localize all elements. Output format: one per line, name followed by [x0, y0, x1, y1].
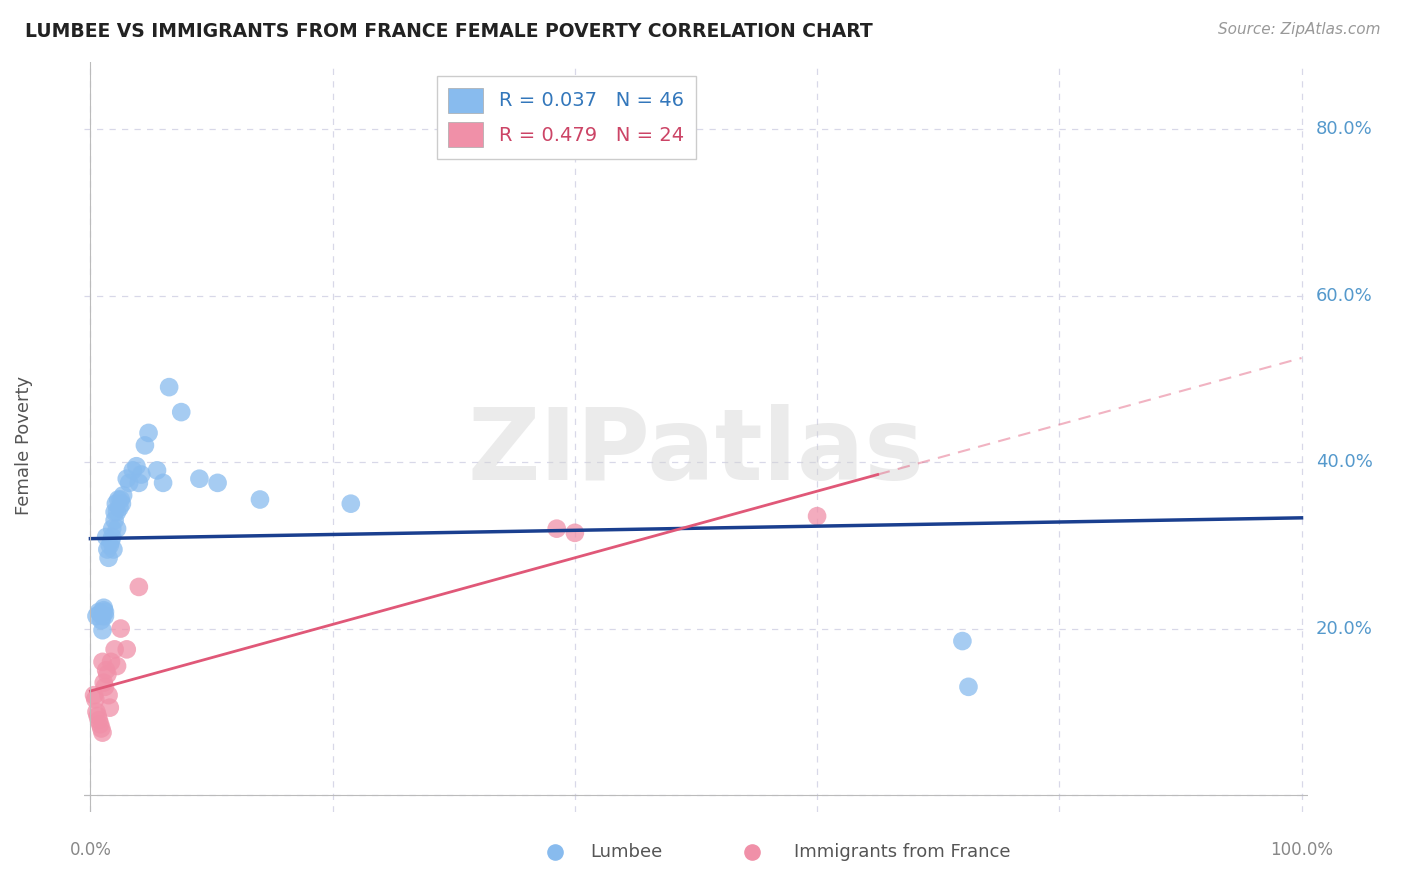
Point — [91, 725, 114, 739]
Point — [741, 845, 763, 859]
Point — [94, 605, 117, 619]
Point — [125, 459, 148, 474]
Point — [115, 642, 138, 657]
Point — [104, 513, 127, 527]
Text: Source: ZipAtlas.com: Source: ZipAtlas.com — [1218, 22, 1381, 37]
Point — [91, 655, 114, 669]
Point — [104, 505, 127, 519]
Point — [86, 709, 108, 723]
Point — [138, 425, 160, 440]
Point — [107, 492, 129, 507]
Point — [146, 463, 169, 477]
Point — [94, 609, 117, 624]
Text: 0.0%: 0.0% — [69, 841, 111, 859]
Point — [128, 475, 150, 490]
Point — [152, 475, 174, 490]
Point — [207, 475, 229, 490]
Text: Immigrants from France: Immigrants from France — [794, 843, 1011, 861]
Text: 80.0%: 80.0% — [1316, 120, 1372, 138]
Point — [121, 463, 143, 477]
Point — [91, 624, 114, 638]
Point — [86, 705, 108, 719]
Point — [157, 380, 180, 394]
Point — [101, 522, 124, 536]
Point — [188, 472, 211, 486]
Point — [91, 609, 114, 624]
Point — [93, 603, 115, 617]
Text: Lumbee: Lumbee — [591, 843, 662, 861]
Point — [105, 659, 128, 673]
Point — [93, 675, 115, 690]
Text: 60.0%: 60.0% — [1316, 286, 1372, 304]
Point — [108, 500, 131, 515]
Point — [115, 472, 138, 486]
Point — [101, 530, 124, 544]
Point — [340, 497, 363, 511]
Point — [564, 525, 586, 540]
Point — [87, 605, 110, 619]
Point — [100, 655, 122, 669]
Point — [96, 542, 118, 557]
Point — [83, 688, 105, 702]
Point — [97, 550, 120, 565]
Point — [249, 492, 271, 507]
Point — [90, 613, 112, 627]
Text: Female Poverty: Female Poverty — [15, 376, 32, 515]
Point — [105, 505, 128, 519]
Point — [544, 845, 567, 859]
Point — [84, 692, 107, 706]
Text: 100.0%: 100.0% — [1270, 841, 1333, 859]
Text: 40.0%: 40.0% — [1316, 453, 1372, 471]
Point — [89, 607, 111, 621]
Point — [96, 663, 118, 677]
Point — [104, 642, 127, 657]
Point — [546, 522, 568, 536]
Point — [112, 488, 135, 502]
Text: 20.0%: 20.0% — [1316, 620, 1372, 638]
Point — [129, 467, 152, 482]
Point — [89, 717, 111, 731]
Point — [128, 580, 150, 594]
Point — [110, 492, 132, 507]
Point — [96, 530, 118, 544]
Point — [90, 722, 112, 736]
Point — [100, 534, 122, 549]
Point — [86, 609, 108, 624]
Point — [806, 509, 828, 524]
Point — [118, 475, 141, 490]
Text: LUMBEE VS IMMIGRANTS FROM FRANCE FEMALE POVERTY CORRELATION CHART: LUMBEE VS IMMIGRANTS FROM FRANCE FEMALE … — [25, 22, 873, 41]
Point — [94, 680, 117, 694]
Point — [96, 667, 118, 681]
Point — [170, 405, 193, 419]
Point — [952, 634, 974, 648]
Point — [110, 622, 132, 636]
Point — [134, 438, 156, 452]
Point — [98, 700, 121, 714]
Legend: R = 0.037   N = 46, R = 0.479   N = 24: R = 0.037 N = 46, R = 0.479 N = 24 — [437, 76, 696, 159]
Point — [98, 538, 121, 552]
Point — [93, 600, 115, 615]
Point — [104, 497, 127, 511]
Point — [105, 522, 128, 536]
Point — [957, 680, 980, 694]
Point — [103, 542, 125, 557]
Point — [111, 497, 134, 511]
Point — [97, 688, 120, 702]
Text: ZIPatlas: ZIPatlas — [468, 403, 924, 500]
Point — [87, 713, 110, 727]
